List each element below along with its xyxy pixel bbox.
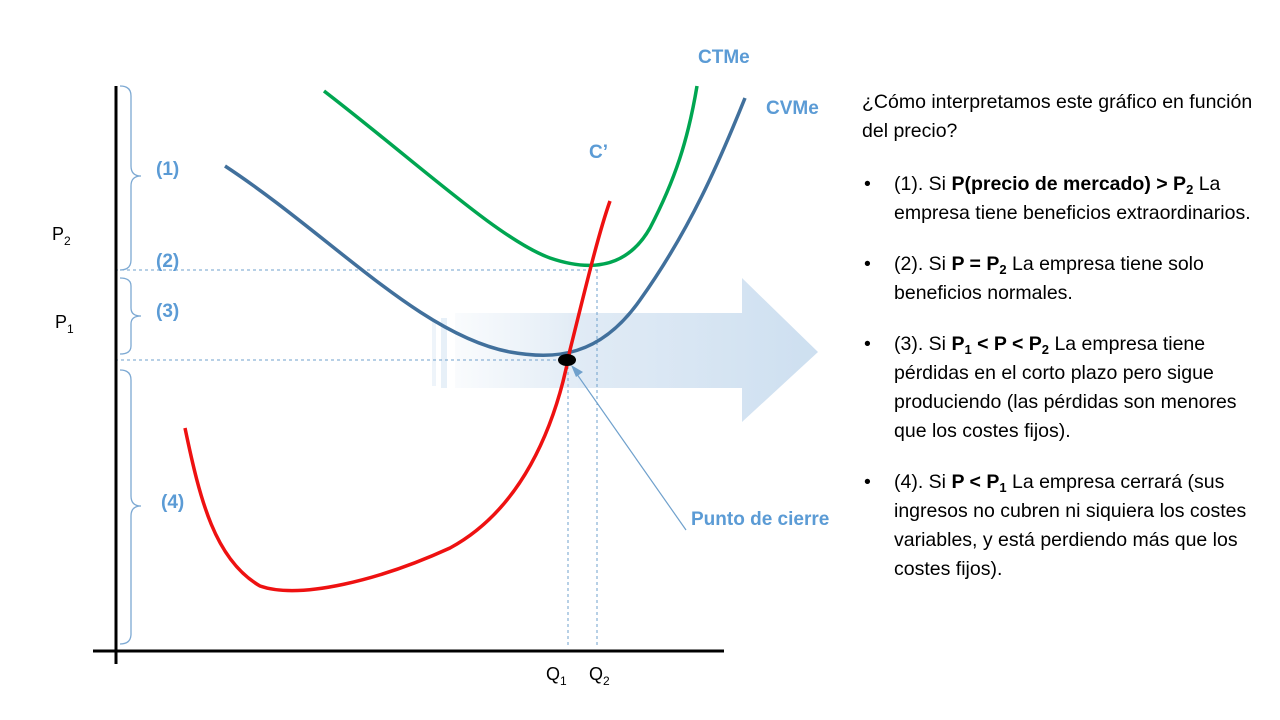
ctme-label: CTMe [698, 47, 750, 68]
item-text: La empresa tiene beneficios extraordinar… [894, 173, 1251, 224]
axes [93, 86, 724, 664]
item-prefix: (2). Si [894, 253, 952, 275]
bullet-icon: • [864, 173, 871, 195]
q1-label: Q1 [546, 664, 567, 688]
item-condition: P(precio de mercado) > P2 [951, 173, 1194, 197]
brace-range-4 [119, 369, 142, 645]
cmarginal-curve [183, 200, 612, 593]
bullet-icon: • [864, 471, 871, 493]
range-label-3: (3) [156, 301, 179, 322]
explanation-item-2: • (2). Si P = P2 La empresa tiene solo b… [862, 250, 1262, 308]
item-text: La empresa tiene pérdidas en el corto pl… [894, 333, 1237, 442]
cmarginal-label: C’ [589, 142, 608, 163]
range-label-4: (4) [161, 492, 184, 513]
ctme-curve [322, 85, 699, 268]
explanation-intro: ¿Cómo interpretamos este gráfico en func… [862, 91, 1253, 142]
cvme-label: CVMe [766, 98, 819, 119]
range-braces [119, 85, 142, 645]
item-prefix: (1). Si [894, 173, 952, 195]
guide-lines [115, 269, 598, 648]
range-label-2: (2) [156, 251, 179, 272]
brace-range-3 [119, 277, 142, 355]
brace-range-1 [119, 85, 142, 271]
cost-curves-diagram: CTMe CVMe C’ Punto de cierre (1) (2) (3)… [52, 47, 829, 688]
background-arrow [432, 278, 818, 422]
explanation-item-4: • (4). Si P < P1 La empresa cerrará (sus… [862, 468, 1262, 584]
shutdown-pointer-arrowhead [571, 365, 583, 377]
p2-label: P2 [52, 224, 71, 248]
p1-label: P1 [55, 312, 74, 336]
item-condition: P1 < P < P2 [951, 333, 1050, 357]
range-label-1: (1) [156, 159, 179, 180]
explanation-list: • (1). Si P(precio de mercado) > P2 La e… [862, 170, 1262, 584]
bullet-icon: • [864, 253, 871, 275]
cvme-curve [224, 97, 747, 358]
item-text: La empresa tiene solo beneficios normale… [894, 253, 1204, 304]
shutdown-pointer-line [573, 369, 687, 531]
bullet-icon: • [864, 333, 871, 355]
item-condition: P < P1 [951, 471, 1007, 495]
shutdown-point [558, 354, 576, 366]
shutdown-point-label: Punto de cierre [691, 509, 829, 530]
item-condition: P = P2 [951, 253, 1007, 277]
item-text: La empresa cerrará (sus ingresos no cubr… [894, 471, 1247, 580]
explanation-panel: ¿Cómo interpretamos este gráfico en func… [862, 88, 1262, 606]
explanation-item-3: • (3). Si P1 < P < P2 La empresa tiene p… [862, 330, 1262, 446]
q2-label: Q2 [589, 664, 610, 688]
explanation-item-1: • (1). Si P(precio de mercado) > P2 La e… [862, 170, 1262, 228]
item-prefix: (3). Si [894, 333, 952, 355]
item-prefix: (4). Si [894, 471, 952, 493]
